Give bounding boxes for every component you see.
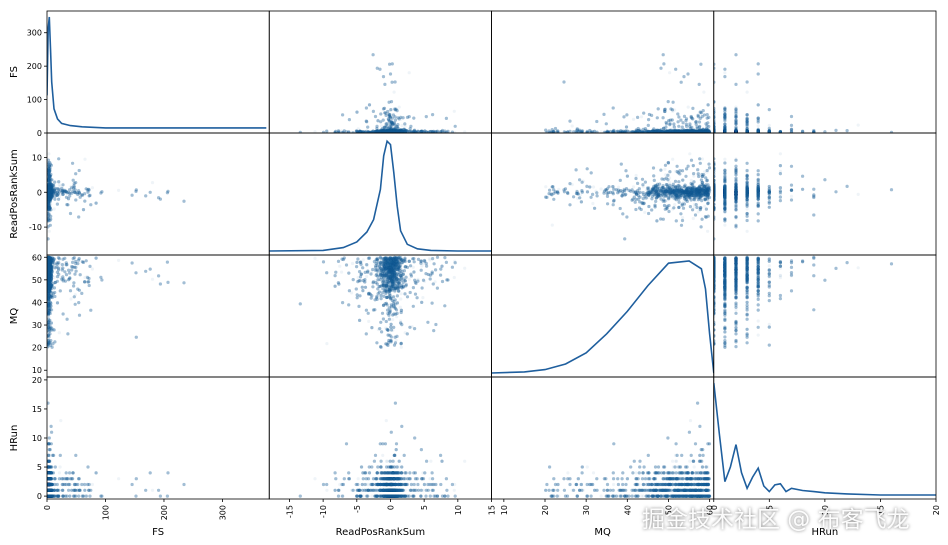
- scatter-point: [382, 75, 385, 78]
- scatter-point: [392, 113, 395, 116]
- scatter-point: [322, 131, 325, 134]
- scatter-point: [382, 107, 385, 110]
- scatter-point: [453, 110, 456, 113]
- scatter-point: [446, 130, 449, 133]
- scatter-point: [325, 130, 328, 133]
- scatter-point: [368, 103, 371, 106]
- scatter-point: [400, 124, 403, 127]
- scatter-point: [425, 115, 428, 118]
- scatter-point: [383, 83, 386, 86]
- scatter-point: [374, 115, 377, 118]
- scatter-point: [394, 80, 397, 83]
- scatter-point: [394, 119, 397, 122]
- scatter-point: [409, 125, 412, 128]
- scatter-point: [385, 122, 388, 125]
- scatter-point: [431, 113, 434, 116]
- scatter-point: [365, 106, 368, 109]
- scatter-point: [391, 81, 394, 84]
- panel-FS-vs-ReadPosRankSum: [269, 11, 491, 135]
- scatter-point: [337, 131, 340, 134]
- scatter-point: [370, 131, 373, 134]
- scatter-point: [409, 130, 412, 133]
- scatter-point: [379, 112, 382, 115]
- scatter-point: [436, 130, 439, 133]
- scatter-point: [389, 72, 392, 75]
- scatter-point: [383, 111, 386, 114]
- scatter-point: [388, 101, 391, 104]
- scatter-point: [412, 117, 415, 120]
- scatter-point: [391, 62, 394, 65]
- scatter-point: [376, 119, 379, 122]
- scatter-point: [341, 113, 344, 116]
- scatter-point: [432, 130, 435, 133]
- scatter-point: [387, 118, 390, 121]
- scatter-point: [420, 130, 423, 133]
- scatter-point: [406, 116, 409, 119]
- panel-FS-vs-FS: [47, 11, 269, 133]
- scatter-point: [372, 110, 375, 113]
- scatter-point: [396, 125, 399, 128]
- scatter-point: [342, 131, 345, 134]
- scatter-point: [408, 71, 411, 74]
- scatter-point: [348, 118, 351, 121]
- scatter-point: [387, 113, 390, 116]
- scatter-point: [443, 130, 446, 133]
- scatter-point: [395, 108, 398, 111]
- scatter-point: [382, 119, 385, 122]
- scatter-point: [375, 131, 378, 134]
- scatter-point: [399, 116, 402, 119]
- kde-line-FS: [47, 17, 266, 128]
- scatter-point: [365, 120, 368, 123]
- scatter-point: [454, 125, 457, 128]
- scatter-point: [376, 67, 379, 70]
- scatter-points: [299, 53, 467, 134]
- scatter-point: [389, 108, 392, 111]
- scatter-point: [299, 131, 302, 134]
- scatter-point: [366, 126, 369, 129]
- scatter-point: [393, 91, 396, 94]
- scatter-point: [372, 53, 375, 56]
- scatter-point: [347, 131, 350, 134]
- scatter-point: [404, 129, 407, 132]
- scatter-point: [391, 120, 394, 123]
- scatter-point: [355, 111, 358, 114]
- scatter-point: [403, 122, 406, 125]
- scatter-point: [398, 106, 401, 109]
- panel-frame: [47, 11, 269, 133]
- scatter-point: [445, 117, 448, 120]
- scatter-point: [388, 63, 391, 66]
- scatter-point: [399, 129, 402, 132]
